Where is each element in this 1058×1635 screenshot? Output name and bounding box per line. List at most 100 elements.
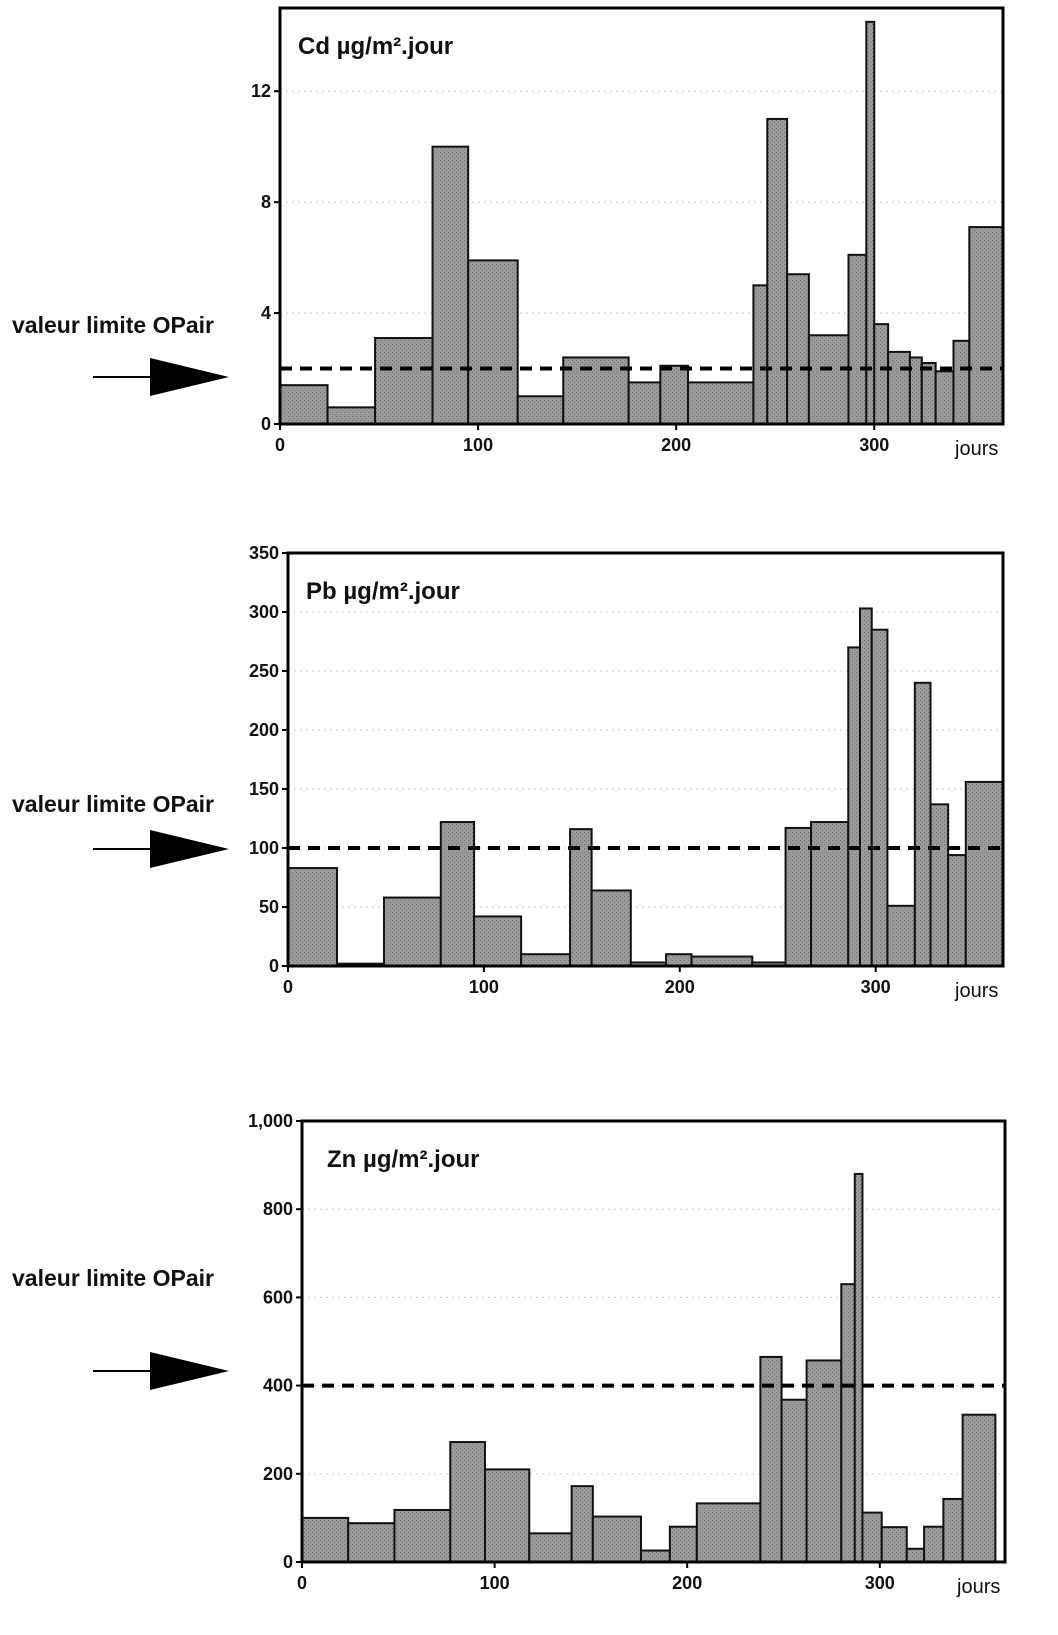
pb-bar bbox=[913, 681, 932, 967]
pb-x-tick-label: 200 bbox=[665, 977, 695, 997]
zn-limit-label: valeur limite OPair bbox=[12, 1265, 214, 1291]
cd-bar bbox=[968, 226, 1005, 425]
pb-bar bbox=[665, 953, 693, 968]
zn-bar bbox=[301, 1516, 350, 1564]
cd-bar bbox=[786, 273, 810, 425]
zn-bar bbox=[942, 1497, 964, 1564]
cd-bar bbox=[279, 384, 329, 426]
pb-y-tick-label: 0 bbox=[269, 956, 279, 976]
pb-plot-frame bbox=[286, 551, 1005, 968]
pb-bar bbox=[947, 854, 967, 968]
zn-bar bbox=[347, 1522, 396, 1564]
zn-x-axis-label: jours bbox=[956, 1576, 1000, 1598]
zn-y-tick-label: 800 bbox=[263, 1199, 293, 1219]
zn-bar bbox=[853, 1172, 864, 1564]
pb-x-tick-label: 300 bbox=[861, 977, 891, 997]
pb-bar bbox=[810, 821, 850, 967]
zn-bar bbox=[923, 1525, 945, 1563]
zn-bar bbox=[880, 1526, 908, 1564]
cd-bar bbox=[952, 339, 971, 425]
cd-bar bbox=[865, 20, 876, 425]
pb-bar bbox=[859, 607, 873, 968]
pb-bars bbox=[287, 607, 1004, 968]
zn-bar bbox=[449, 1441, 486, 1563]
cd-y-tick-label: 8 bbox=[261, 192, 271, 212]
zn-y-tick-label: 0 bbox=[283, 1552, 293, 1572]
zn-y-tick-label: 1,000 bbox=[248, 1111, 293, 1131]
pb-y-tick-label: 200 bbox=[249, 720, 279, 740]
pb-bar bbox=[439, 821, 476, 967]
cd-x-tick-label: 100 bbox=[463, 435, 493, 455]
cd-limit-arrow-icon bbox=[93, 358, 229, 396]
cd-bar bbox=[687, 381, 755, 425]
cd-y-tick-label: 4 bbox=[261, 303, 271, 323]
zn-chart-title: Zn µg/m².jour bbox=[327, 1146, 479, 1173]
zn-x-tick-label: 300 bbox=[865, 1573, 895, 1593]
zn-y-tick-label: 600 bbox=[263, 1287, 293, 1307]
zn-bar bbox=[905, 1547, 926, 1564]
zn-bar bbox=[695, 1502, 762, 1564]
zn-bar bbox=[805, 1359, 843, 1564]
zn-bar bbox=[780, 1398, 808, 1564]
cd-x-tick-label: 200 bbox=[661, 435, 691, 455]
cd-bar bbox=[807, 334, 850, 425]
cd-bar bbox=[659, 364, 690, 426]
zn-bar bbox=[861, 1511, 883, 1564]
cd-limit-label: valeur limite OPair bbox=[12, 312, 214, 338]
zn-limit-arrow-icon bbox=[93, 1352, 229, 1390]
pb-bar bbox=[590, 889, 632, 967]
cd-x-tick-label: 300 bbox=[859, 435, 889, 455]
zn-gridlines bbox=[302, 1208, 1005, 1475]
cd-y-tick-label: 12 bbox=[251, 81, 271, 101]
pb-bar bbox=[520, 953, 572, 968]
cd-x-axis-label: jours bbox=[954, 438, 998, 460]
zn-x-tick-labels: 0 100 200 300 bbox=[297, 1562, 895, 1593]
pb-limit-label: valeur limite OPair bbox=[12, 791, 214, 817]
pb-y-tick-label: 100 bbox=[249, 838, 279, 858]
zn-bar bbox=[528, 1532, 573, 1563]
pb-limit-arrow-icon bbox=[93, 830, 229, 868]
pb-bar bbox=[382, 896, 442, 967]
zn-y-tick-labels: 0 200 400 600 800 1,000 bbox=[248, 1111, 302, 1572]
zn-bar bbox=[570, 1485, 594, 1563]
pb-arrow-head bbox=[150, 830, 229, 868]
zn-arrow-head bbox=[150, 1352, 229, 1390]
zn-bar bbox=[840, 1283, 856, 1564]
zn-bar bbox=[591, 1515, 642, 1564]
zn-y-tick-label: 200 bbox=[263, 1464, 293, 1484]
zn-y-tick-label: 400 bbox=[263, 1376, 293, 1396]
cd-arrow-head bbox=[150, 358, 229, 396]
pb-x-tick-label: 0 bbox=[283, 977, 293, 997]
zn-bar bbox=[483, 1468, 531, 1564]
cd-chart-title: Cd µg/m².jour bbox=[298, 33, 453, 60]
zn-bars bbox=[301, 1172, 997, 1564]
pb-y-tick-labels: 0 50 100 150 200 250 300 350 bbox=[249, 543, 288, 976]
pb-x-tick-labels: 0 100 200 300 bbox=[283, 966, 891, 997]
cd-bar bbox=[887, 350, 911, 426]
cd-bar bbox=[766, 117, 789, 426]
cd-x-tick-labels: 0 100 200 300 bbox=[275, 424, 889, 455]
cd-bar bbox=[326, 406, 377, 425]
pb-y-tick-label: 250 bbox=[249, 661, 279, 681]
chart-panel-cd: 0 4 8 12 0 100 200 300 jours Cd µg/m².jour val… bbox=[12, 6, 1005, 460]
zn-x-tick-label: 0 bbox=[297, 1573, 307, 1593]
pb-y-tick-label: 300 bbox=[249, 602, 279, 622]
cd-bar bbox=[847, 253, 868, 425]
zn-bar bbox=[961, 1413, 997, 1564]
zn-plot-frame bbox=[300, 1119, 1007, 1564]
pb-gridlines bbox=[288, 611, 1003, 908]
cd-x-tick-label: 0 bbox=[275, 435, 285, 455]
cd-bar bbox=[934, 370, 955, 426]
cd-bars bbox=[279, 20, 1005, 426]
zn-x-tick-label: 100 bbox=[480, 1573, 510, 1593]
pb-bar bbox=[287, 867, 338, 967]
pb-bar bbox=[473, 915, 523, 968]
cd-bar bbox=[562, 356, 630, 425]
pb-x-tick-label: 100 bbox=[469, 977, 499, 997]
cd-y-tick-label: 0 bbox=[261, 414, 271, 434]
pb-y-tick-label: 150 bbox=[249, 779, 279, 799]
pb-bar bbox=[847, 646, 862, 968]
pb-bar bbox=[870, 628, 889, 967]
zn-bar bbox=[759, 1355, 783, 1564]
